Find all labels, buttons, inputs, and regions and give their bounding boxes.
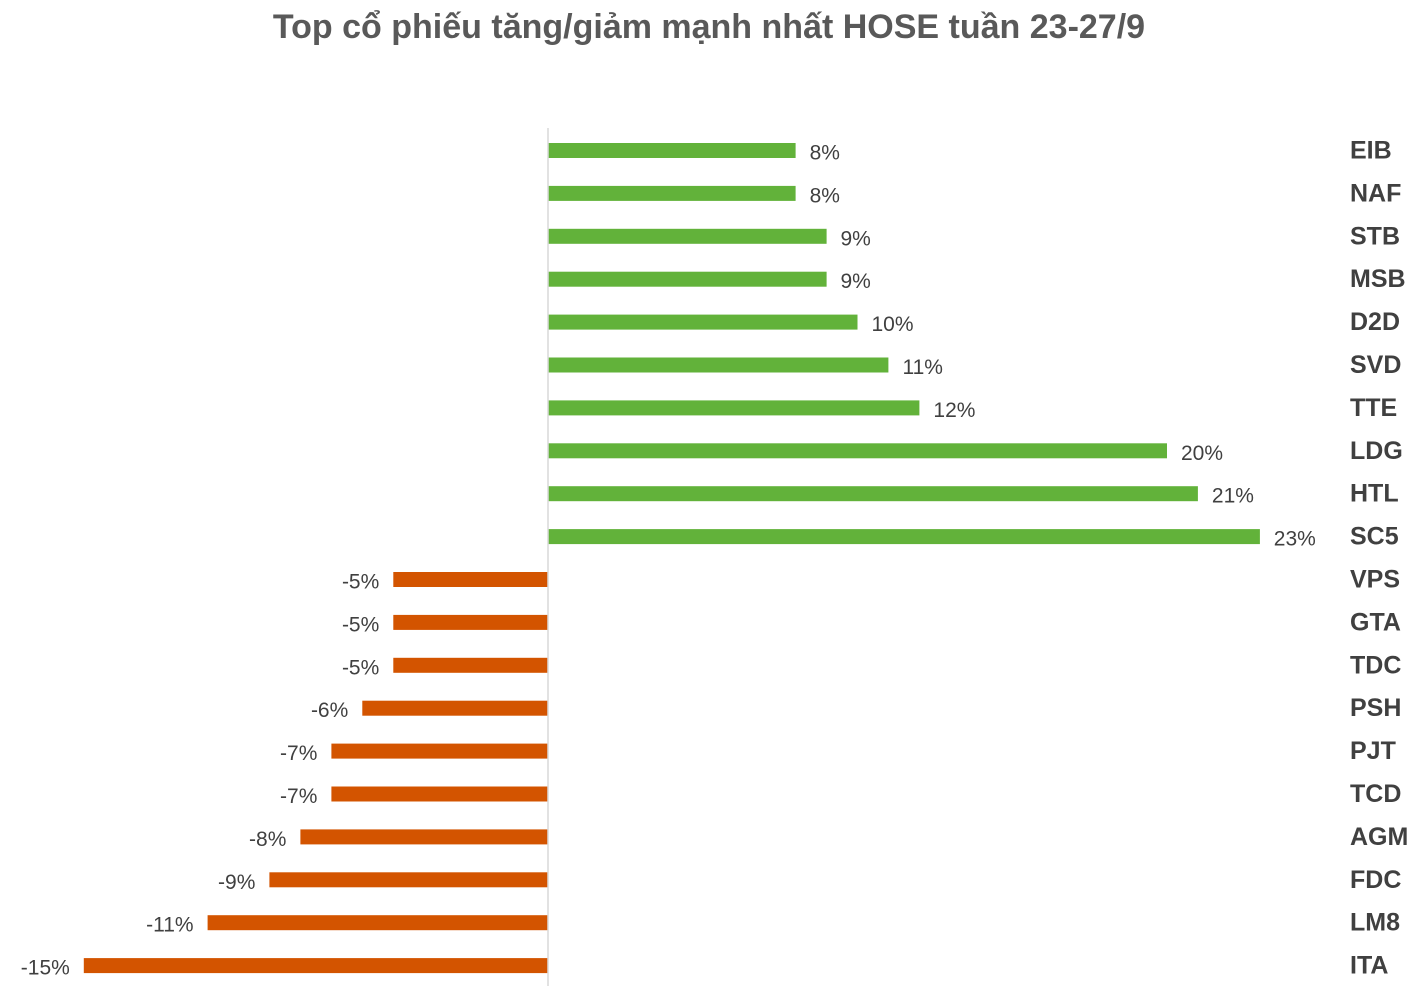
category-label-msb: MSB	[1350, 265, 1406, 293]
value-label-tte: 12%	[933, 399, 975, 422]
category-label-d2d: D2D	[1350, 308, 1400, 336]
labels-layer: 8% EIB 8% NAF 9% STB 9% MSB 10% D2D 11% SVD 12% TTE 20…	[21, 137, 1409, 980]
bar-psh	[362, 700, 548, 716]
category-label-naf: NAF	[1350, 179, 1401, 207]
bar-agm	[300, 829, 548, 845]
value-label-tcd: -7%	[280, 785, 317, 808]
chart-title: Top cổ phiếu tăng/giảm mạnh nhất HOSE tu…	[272, 8, 1146, 46]
category-label-tte: TTE	[1350, 394, 1397, 422]
value-label-htl: 21%	[1212, 485, 1254, 508]
value-label-lm8: -11%	[146, 914, 193, 937]
category-label-eib: EIB	[1350, 137, 1392, 165]
value-label-psh: -6%	[311, 699, 348, 722]
bar-d2d	[548, 314, 858, 330]
value-label-tdc: -5%	[342, 656, 379, 679]
category-label-psh: PSH	[1350, 694, 1401, 722]
value-label-vps: -5%	[342, 571, 379, 594]
value-label-pjt: -7%	[280, 742, 317, 765]
value-label-agm: -8%	[249, 828, 286, 851]
category-label-tcd: TCD	[1350, 780, 1401, 808]
category-label-agm: AGM	[1350, 823, 1408, 851]
value-label-gta: -5%	[342, 613, 379, 636]
value-label-d2d: 10%	[872, 313, 914, 336]
bar-htl	[548, 486, 1198, 502]
value-label-stb: 9%	[841, 227, 871, 250]
bar-svd	[548, 357, 889, 373]
category-label-gta: GTA	[1350, 608, 1401, 636]
bar-fdc	[269, 872, 548, 888]
value-label-msb: 9%	[841, 270, 871, 293]
value-label-eib: 8%	[810, 142, 840, 165]
category-label-sc5: SC5	[1350, 523, 1399, 551]
bar-vps	[393, 572, 549, 587]
category-label-stb: STB	[1350, 222, 1400, 250]
value-label-sc5: 23%	[1274, 528, 1316, 551]
category-label-fdc: FDC	[1350, 866, 1401, 894]
value-label-ita: -15%	[21, 957, 70, 980]
value-label-naf: 8%	[810, 184, 840, 207]
category-label-pjt: PJT	[1350, 737, 1396, 765]
value-label-fdc: -9%	[218, 871, 255, 894]
category-label-ldg: LDG	[1350, 437, 1403, 465]
bar-tcd	[331, 786, 549, 802]
bar-pjt	[331, 743, 549, 759]
category-label-htl: HTL	[1350, 480, 1399, 508]
bar-eib	[548, 143, 796, 158]
bar-gta	[393, 614, 549, 630]
category-label-vps: VPS	[1350, 566, 1400, 594]
bar-naf	[548, 185, 796, 201]
bar-sc5	[548, 529, 1260, 545]
bar-ita	[83, 958, 549, 974]
value-label-svd: 11%	[903, 356, 943, 379]
bar-tdc	[393, 657, 549, 673]
category-label-svd: SVD	[1350, 351, 1401, 379]
bar-msb	[548, 271, 827, 287]
value-label-ldg: 20%	[1181, 442, 1223, 465]
bar-stb	[548, 228, 827, 244]
category-label-tdc: TDC	[1350, 651, 1401, 679]
bars-layer	[83, 143, 1260, 974]
bar-ldg	[548, 443, 1167, 459]
bar-lm8	[207, 915, 548, 931]
category-label-lm8: LM8	[1350, 909, 1400, 937]
category-label-ita: ITA	[1350, 952, 1388, 980]
bar-tte	[548, 400, 920, 416]
